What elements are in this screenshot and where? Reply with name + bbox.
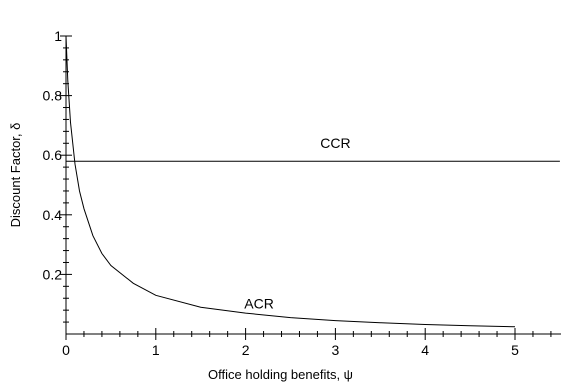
x-tick-label: 5 (511, 342, 519, 358)
y-tick-label: 0.2 (43, 266, 63, 282)
x-axis-label: Office holding benefits, ψ (208, 367, 353, 382)
tick-marks (60, 35, 552, 340)
y-tick-label: 0.8 (43, 88, 63, 104)
series-acr-label: ACR (244, 296, 274, 312)
x-tick-label: 2 (242, 342, 250, 358)
series-ccr-label: CCR (320, 135, 350, 151)
x-tick-label: 0 (62, 342, 70, 358)
x-tick-label: 4 (421, 342, 429, 358)
chart-labels: Office holding benefits, ψ Discount Fact… (8, 28, 519, 382)
series-lines (65, 35, 560, 328)
y-tick-label: 1 (54, 28, 62, 44)
axes (65, 36, 561, 335)
y-tick-label: 0.4 (43, 207, 63, 223)
series-acr-line (65, 35, 516, 328)
x-tick-label: 3 (332, 342, 340, 358)
y-axis-label: Discount Factor, δ (8, 123, 23, 228)
x-tick-label: 1 (152, 342, 160, 358)
y-tick-label: 0.6 (43, 147, 63, 163)
